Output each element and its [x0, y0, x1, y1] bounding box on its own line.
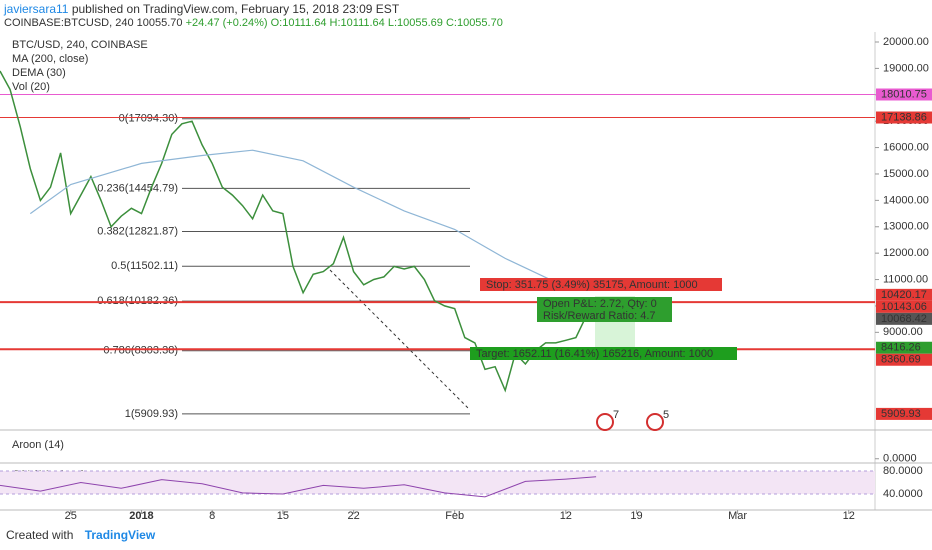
y-tick-label: 0.0000 — [883, 453, 917, 465]
published: published on TradingView.com, February 1… — [71, 2, 400, 16]
fib-label: 0.236(14454.79) — [97, 182, 178, 194]
price-tag-label: 8360.69 — [881, 354, 921, 366]
price-tag-label: 8416.26 — [881, 342, 921, 354]
footer: Created with TradingView — [6, 528, 155, 542]
last: 10055.70 — [136, 17, 183, 29]
chart-bg — [0, 32, 932, 547]
x-tick-label: Feb — [445, 510, 464, 522]
rsi-band — [0, 471, 875, 495]
y-tick-label: 19000.00 — [883, 62, 929, 74]
position-box — [537, 297, 672, 310]
price-tag — [876, 288, 932, 301]
price-tag-label: 10143.06 — [881, 301, 927, 313]
y-tick-label: 40.0000 — [883, 488, 923, 500]
price-tag — [876, 300, 932, 313]
y-tick-label: 16000.00 — [883, 141, 929, 153]
position-label: Target: 1652.11 (16.41%) 165216, Amount:… — [476, 348, 713, 360]
event-count: 7 — [613, 409, 619, 421]
fib-label: 0(17094.30) — [119, 113, 178, 125]
price-tag — [876, 312, 932, 325]
fib-label: 0.5(11502.11) — [111, 260, 178, 272]
price-tag — [876, 88, 932, 101]
price-tag-label: 5909.93 — [881, 408, 921, 420]
fib-label: 0.786(8303.38) — [103, 345, 178, 357]
position-label: Open P&L: 2.72, Qty: 0 — [543, 298, 657, 310]
position-box — [470, 347, 737, 360]
fib-label: 1(5909.93) — [125, 408, 178, 420]
y-tick-label: 14000.00 — [883, 194, 929, 206]
trend-line — [329, 269, 471, 411]
y-tick-label: 20000.00 — [883, 36, 929, 48]
header: javiersara11 published on TradingView.co… — [4, 2, 399, 16]
y-tick-label: 13000.00 — [883, 221, 929, 233]
y-tick-label: 9000.00 — [883, 326, 923, 338]
price-tag-label: 10420.17 — [881, 289, 927, 301]
x-tick-label: 19 — [630, 510, 642, 522]
x-tick-label: 12 — [560, 510, 572, 522]
price-tag-label: 18010.75 — [881, 88, 927, 100]
y-tick-label: 11000.00 — [883, 273, 928, 285]
event-icon — [646, 413, 664, 431]
event-icon — [596, 413, 614, 431]
position-box — [537, 309, 672, 322]
brand[interactable]: TradingView — [84, 528, 156, 542]
x-tick-label: 2018 — [129, 510, 153, 522]
aroon-title: Aroon (14) — [12, 439, 64, 451]
fib-label: 0.618(10182.36) — [97, 295, 178, 307]
event-count: 5 — [663, 409, 669, 421]
legend-item: MA (200, close) — [12, 53, 88, 65]
x-tick-label: Mar — [728, 510, 747, 522]
x-tick-label: 15 — [277, 510, 289, 522]
chart: BTC/USD, 240, COINBASE MA (200, close) D… — [0, 32, 932, 547]
x-tick-label: 12 — [843, 510, 855, 522]
legend-item: Vol (20) — [12, 81, 50, 93]
y-tick-label: 80.0000 — [883, 465, 923, 477]
series-line — [29, 149, 556, 283]
y-tick-label: 15000.00 — [883, 168, 929, 180]
ohlc: O:10111.64 H:10111.64 L:10055.69 C:10055… — [270, 17, 503, 29]
position-label: Risk/Reward Ratio: 4.7 — [543, 310, 656, 322]
change: +24.47 (+0.24%) — [185, 17, 268, 29]
price-tag — [876, 341, 932, 354]
created: Created with — [6, 528, 74, 542]
price-tag — [876, 407, 932, 420]
fib-label: 0.382(12821.87) — [97, 225, 178, 237]
series-line — [0, 70, 597, 393]
symbol-line: COINBASE:BTCUSD, 240 10055.70 +24.47 (+0… — [4, 17, 503, 29]
position-label: Stop: 351.75 (3.49%) 35175, Amount: 1000 — [486, 279, 698, 291]
price-tag-label: 17138.86 — [881, 111, 927, 123]
price-tag — [876, 111, 932, 124]
series-line — [0, 476, 597, 498]
x-tick-label: 25 — [65, 510, 77, 522]
symbol: COINBASE:BTCUSD, 240 — [4, 17, 134, 29]
x-tick-label: 22 — [348, 510, 360, 522]
y-tick-label: 12000.00 — [883, 247, 929, 259]
position-box — [480, 278, 722, 291]
legend-title: BTC/USD, 240, COINBASE — [12, 39, 148, 51]
author[interactable]: javiersara11 — [4, 2, 69, 16]
price-tag-label: 10068.42 — [881, 313, 927, 325]
legend-item: DEMA (30) — [12, 67, 66, 79]
price-tag — [876, 353, 932, 366]
x-tick-label: 8 — [209, 510, 215, 522]
